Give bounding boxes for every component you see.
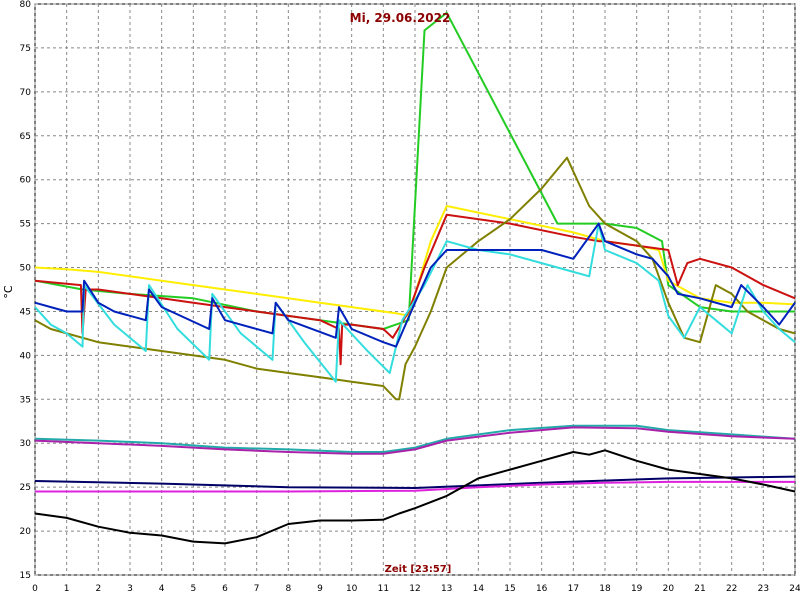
x-tick-label: 7 — [254, 584, 260, 594]
x-tick-label: 11 — [378, 584, 389, 594]
y-tick-labels: 15 20 25 30 35 40 45 50 55 60 65 70 75 80 — [20, 0, 32, 581]
y-tick-label: 40 — [20, 351, 32, 361]
x-axis-label: Zeit [23:57] — [385, 564, 452, 575]
x-tick-label: 18 — [599, 584, 611, 594]
x-tick-label: 12 — [409, 584, 420, 594]
y-tick-label: 80 — [20, 0, 32, 10]
y-tick-label: 70 — [20, 88, 32, 98]
y-axis-label: °C — [2, 285, 15, 299]
x-tick-label: 8 — [285, 584, 291, 594]
x-tick-label: 1 — [64, 584, 70, 594]
x-tick-label: 19 — [631, 584, 643, 594]
series-line-11 — [34, 449, 796, 545]
series-group — [34, 11, 796, 545]
y-tick-label: 15 — [20, 571, 31, 581]
series-line-4 — [34, 156, 796, 401]
series-line-10 — [35, 480, 795, 493]
x-tick-label: 21 — [694, 584, 705, 594]
series-line-6 — [34, 222, 796, 348]
y-tick-label: 25 — [20, 483, 31, 493]
x-tick-label: 4 — [159, 584, 165, 594]
x-tick-label: 9 — [317, 584, 323, 594]
y-tick-label: 55 — [20, 220, 31, 230]
y-tick-label: 30 — [20, 439, 32, 449]
series-line-7 — [34, 424, 796, 453]
y-tick-label: 60 — [20, 176, 32, 186]
x-tick-label: 14 — [473, 584, 485, 594]
x-tick-label: 24 — [789, 584, 800, 594]
x-tick-label: 15 — [504, 584, 515, 594]
series-line-5 — [34, 222, 796, 383]
x-tick-label: 17 — [568, 584, 579, 594]
x-tick-label: 0 — [32, 584, 38, 594]
x-tick-label: 5 — [190, 584, 196, 594]
x-tick-label: 2 — [95, 584, 101, 594]
y-tick-label: 45 — [20, 307, 31, 317]
series-line-8 — [34, 426, 796, 455]
y-tick-label: 75 — [20, 44, 31, 54]
series-line-9 — [34, 475, 796, 489]
x-tick-label: 20 — [663, 584, 675, 594]
y-tick-label: 50 — [20, 264, 32, 274]
y-tick-label: 65 — [20, 132, 31, 142]
x-tick-label: 23 — [758, 584, 769, 594]
x-tick-label: 13 — [441, 584, 452, 594]
x-tick-label: 6 — [222, 584, 228, 594]
x-tick-labels: 0 1 2 3 4 5 6 7 8 9 10 11 12 13 14 15 16 17 18 19 20 21 22 23 24 — [32, 584, 800, 594]
y-tick-label: 20 — [20, 527, 32, 537]
x-tick-label: 16 — [536, 584, 548, 594]
y-tick-label: 35 — [20, 395, 31, 405]
chart-title: Mi, 29.06.2022 — [350, 11, 451, 25]
x-tick-label: 10 — [346, 584, 358, 594]
grid — [34, 3, 796, 576]
x-tick-label: 22 — [726, 584, 737, 594]
series-line-3 — [34, 213, 796, 366]
x-tick-label: 3 — [127, 584, 133, 594]
